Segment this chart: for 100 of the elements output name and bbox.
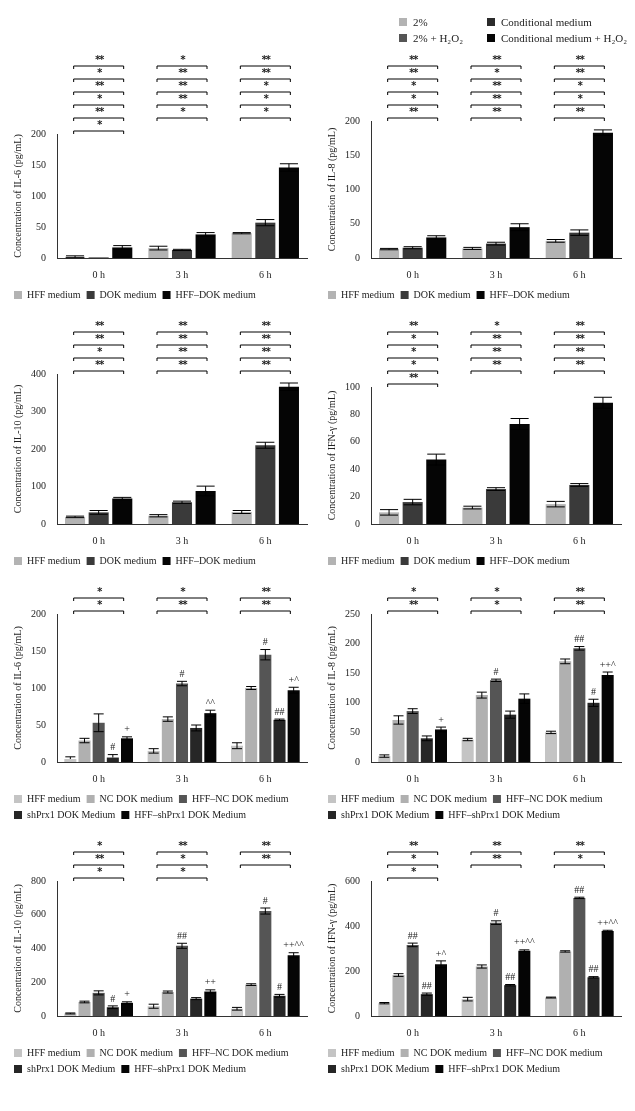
x-tick-label: 3 h — [175, 772, 189, 784]
x-tick-label: 3 h — [175, 1026, 189, 1038]
text: ** — [261, 53, 272, 65]
y-tick-label: 0 — [355, 1009, 360, 1021]
y-tick-label: 0 — [41, 517, 46, 529]
legend-label: HFF–NC DOK medium — [191, 792, 289, 804]
text: ** — [177, 79, 188, 91]
y-tick-label: 100 — [345, 380, 360, 392]
legend-label: HFF–DOK medium — [489, 554, 571, 566]
y-tick-label: 100 — [31, 480, 46, 492]
text: ** — [575, 839, 586, 851]
text: * — [96, 585, 103, 597]
data-label: ++ — [204, 976, 217, 988]
text: ** — [261, 319, 272, 331]
data-label: # — [493, 907, 499, 919]
text: * — [410, 332, 417, 344]
text: ** — [408, 839, 419, 851]
data-label: ++^ — [599, 658, 616, 670]
y-tick-label: 150 — [345, 666, 360, 678]
legend-label: DOK medium — [99, 554, 157, 566]
y-tick-label: 60 — [350, 435, 360, 447]
legend-label: HFF–NC DOK medium — [191, 1046, 289, 1058]
data-label: ## — [407, 929, 418, 941]
x-tick-label: 6 h — [573, 772, 586, 784]
x-tick-label: 0 h — [406, 772, 419, 784]
y-tick-label: 200 — [31, 127, 46, 139]
data-label: ## — [574, 633, 585, 645]
data-label: # — [262, 894, 268, 906]
x-tick-label: 6 h — [259, 772, 272, 784]
legend-label: HFF medium — [27, 554, 81, 566]
y-tick-label: 400 — [31, 942, 46, 954]
legend-label: HFF–DOK medium — [175, 288, 257, 300]
text: ** — [491, 332, 502, 344]
text: ** — [94, 79, 105, 91]
text: ** — [491, 358, 502, 370]
text: ** — [575, 598, 586, 610]
legend-label: Conditional medium — [500, 16, 592, 28]
text: ** — [575, 332, 586, 344]
data-label: # — [179, 667, 185, 679]
x-tick-label: 0 h — [92, 1026, 105, 1038]
text: ** — [94, 319, 105, 331]
text: ** — [177, 839, 188, 851]
y-tick-label: 100 — [31, 681, 46, 693]
y-tick-label: 800 — [31, 874, 46, 886]
y-tick-label: 250 — [345, 607, 360, 619]
y-tick-label: 100 — [345, 696, 360, 708]
text: * — [493, 319, 500, 331]
text: ** — [491, 839, 502, 851]
text: * — [179, 53, 186, 65]
text: * — [577, 92, 584, 104]
text: * — [493, 598, 500, 610]
x-tick-label: 3 h — [489, 534, 503, 546]
text: ** — [94, 358, 105, 370]
y-tick-label: 0 — [355, 755, 360, 767]
data-label: # — [110, 741, 116, 753]
y-tick-label: 200 — [345, 964, 360, 976]
text: ** — [575, 319, 586, 331]
y-tick-label: 100 — [31, 189, 46, 201]
text: * — [577, 852, 584, 864]
y-tick-label: 300 — [31, 405, 46, 417]
text: ** — [491, 345, 502, 357]
legend-label: HFF–shPrx1 DOK Medium — [134, 808, 247, 820]
text: ** — [261, 839, 272, 851]
text: ** — [177, 92, 188, 104]
y-tick-label: 150 — [31, 644, 46, 656]
y-tick-label: 0 — [41, 1009, 46, 1021]
y-tick-label: 50 — [36, 718, 46, 730]
legend-label: NC DOK medium — [413, 1046, 488, 1058]
y-axis-title: Concentration of IFN-γ (pg/mL) — [325, 390, 338, 521]
text: ** — [575, 358, 586, 370]
x-tick-label: 6 h — [573, 268, 586, 280]
x-tick-label: 3 h — [175, 268, 189, 280]
x-tick-label: 0 h — [92, 534, 105, 546]
x-tick-label: 6 h — [259, 268, 272, 280]
text: ** — [575, 585, 586, 597]
x-tick-label: 0 h — [406, 534, 419, 546]
data-label: ++^^ — [283, 939, 305, 951]
legend-label: shPrx1 DOK Medium — [341, 808, 430, 820]
y-tick-label: 50 — [36, 220, 46, 232]
y-tick-label: 0 — [355, 251, 360, 263]
legend-label: HFF–DOK medium — [489, 288, 571, 300]
text: * — [410, 865, 417, 877]
legend-label: HFF–DOK medium — [175, 554, 257, 566]
legend-label: shPrx1 DOK Medium — [27, 808, 116, 820]
text: ** — [408, 371, 419, 383]
text: ** — [575, 345, 586, 357]
legend-label: DOK medium — [413, 288, 471, 300]
data-label: # — [262, 636, 268, 648]
y-tick-label: 0 — [41, 251, 46, 263]
text: * — [493, 66, 500, 78]
y-axis-title: Concentration of IL-8 (pg/mL) — [325, 626, 338, 750]
y-tick-label: 600 — [31, 908, 46, 920]
x-tick-label: 3 h — [175, 534, 189, 546]
legend-label: shPrx1 DOK Medium — [27, 1062, 116, 1074]
text: ** — [491, 852, 502, 864]
text: * — [410, 358, 417, 370]
data-label: ## — [274, 705, 285, 717]
y-tick-label: 200 — [31, 607, 46, 619]
text: ** — [491, 79, 502, 91]
data-label: + — [124, 723, 131, 735]
